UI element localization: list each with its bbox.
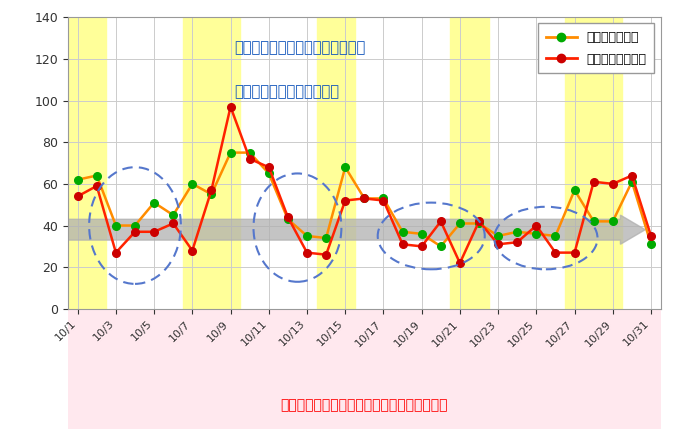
ディズニーランド	[398, 242, 407, 247]
ディズニーシー	[494, 233, 502, 239]
ディズニーランド	[417, 244, 426, 249]
ディズニーシー	[571, 187, 579, 193]
ディズニーシー	[265, 171, 273, 176]
ディズニーランド	[533, 223, 541, 228]
Text: 平日は比較的混雑しにくい: 平日は比較的混雑しにくい	[234, 84, 339, 99]
ディズニーランド	[284, 214, 292, 220]
ディズニーランド	[188, 248, 196, 253]
ディズニーランド	[456, 260, 464, 266]
ディズニーシー	[590, 219, 598, 224]
ディズニーランド	[571, 250, 579, 255]
ディズニーシー	[322, 236, 330, 241]
ディズニーシー	[513, 229, 522, 234]
ディズニーシー	[74, 177, 82, 182]
ディズニーランド	[265, 165, 273, 170]
Bar	[68, 17, 106, 309]
ディズニーランド	[303, 250, 311, 255]
Bar	[317, 17, 355, 309]
ディズニーシー	[246, 150, 254, 155]
Legend: ディズニーシー, ディズニーランド: ディズニーシー, ディズニーランド	[538, 24, 654, 73]
ディズニーシー	[609, 219, 617, 224]
ディズニーランド	[647, 233, 655, 239]
ディズニーシー	[398, 229, 407, 234]
ディズニーシー	[360, 196, 368, 201]
ディズニーランド	[379, 198, 387, 203]
ディズニーシー	[303, 233, 311, 239]
ディズニーランド	[74, 194, 82, 199]
ディズニーランド	[609, 181, 617, 187]
ディズニーランド	[437, 219, 445, 224]
ディズニーランド	[150, 229, 158, 234]
ディズニーランド	[246, 156, 254, 161]
Line: ディズニーシー: ディズニーシー	[74, 149, 655, 250]
ディズニーシー	[112, 223, 120, 228]
ディズニーシー	[93, 173, 101, 178]
ディズニーランド	[475, 219, 483, 224]
ディズニーランド	[552, 250, 560, 255]
ディズニーシー	[647, 242, 655, 247]
Line: ディズニーランド: ディズニーランド	[74, 103, 655, 267]
ディズニーシー	[628, 179, 636, 184]
Text: 平日と休日の差が比較的大きく、: 平日と休日の差が比較的大きく、	[234, 40, 365, 55]
ディズニーシー	[552, 233, 560, 239]
FancyArrow shape	[68, 215, 646, 244]
ディズニーランド	[112, 250, 120, 255]
Text: ディズニー・ハロウィーン（ランド＆シー）: ディズニー・ハロウィーン（ランド＆シー）	[281, 398, 448, 412]
ディズニーシー	[456, 221, 464, 226]
ディズニーシー	[475, 221, 483, 226]
Bar	[450, 17, 488, 309]
ディズニーシー	[284, 217, 292, 222]
ディズニーランド	[322, 252, 330, 257]
ディズニーランド	[513, 240, 522, 245]
ディズニーランド	[360, 196, 368, 201]
ディズニーシー	[188, 181, 196, 187]
ディズニーランド	[590, 179, 598, 184]
ディズニーシー	[341, 165, 349, 170]
ディズニーランド	[93, 183, 101, 188]
ディズニーシー	[379, 196, 387, 201]
ディズニーランド	[169, 221, 177, 226]
ディズニーランド	[341, 198, 349, 203]
ディズニーシー	[533, 231, 541, 236]
Bar	[565, 17, 622, 309]
ディズニーシー	[131, 223, 139, 228]
ディズニーシー	[417, 231, 426, 236]
ディズニーシー	[169, 212, 177, 218]
ディズニーランド	[494, 242, 502, 247]
ディズニーランド	[131, 229, 139, 234]
ディズニーランド	[207, 187, 215, 193]
ディズニーシー	[150, 200, 158, 205]
ディズニーシー	[207, 192, 215, 197]
ディズニーシー	[437, 244, 445, 249]
ディズニーランド	[227, 104, 235, 109]
ディズニーランド	[628, 173, 636, 178]
Bar	[183, 17, 240, 309]
ディズニーシー	[227, 150, 235, 155]
